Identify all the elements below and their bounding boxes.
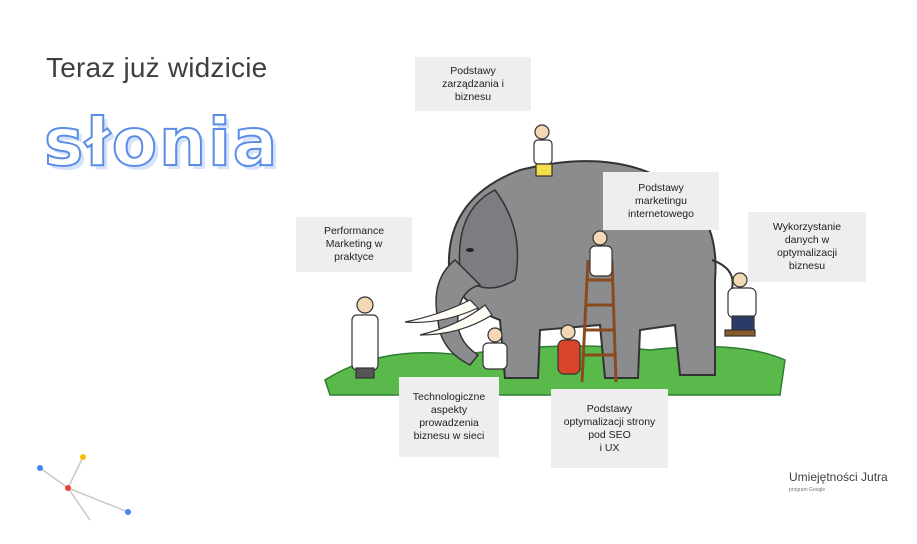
slide-title: słonia (43, 103, 280, 182)
person-on-ladder (589, 230, 613, 277)
slide-subtitle: Teraz już widzicie (46, 52, 268, 83)
brand-logo-text: Umiejętności Jutra (789, 470, 888, 484)
label-management-basics: Podstawy zarządzania i biznesu (415, 57, 531, 111)
person-at-tail (724, 272, 757, 337)
person-left (351, 296, 379, 379)
label-performance-marketing: Performance Marketing w praktyce (296, 217, 412, 272)
person-on-top (533, 124, 553, 177)
network-graph-icon (37, 454, 131, 521)
label-data-optimization: Wykorzystanie danych w optymalizacji biz… (748, 212, 866, 282)
elephant-eye (466, 248, 474, 252)
label-internet-marketing: Podstawy marketingu internetowego (603, 172, 719, 230)
network-node-red (65, 485, 71, 491)
brand-logo-sub: program Google (789, 487, 826, 493)
person-red (557, 324, 581, 375)
elephant-ear (458, 189, 519, 289)
label-technology-aspects: Technologiczne aspekty prowadzenia bizne… (399, 377, 499, 457)
network-node-blue (37, 465, 43, 471)
ladder (580, 259, 618, 383)
elephant-tusk (404, 299, 480, 324)
label-seo-ux: Podstawy optymalizacji strony pod SEO i … (551, 389, 668, 468)
network-node-blue (125, 509, 131, 515)
person-under-trunk (482, 327, 508, 370)
network-node-yellow (80, 454, 86, 460)
elephant-tusk (419, 304, 493, 336)
